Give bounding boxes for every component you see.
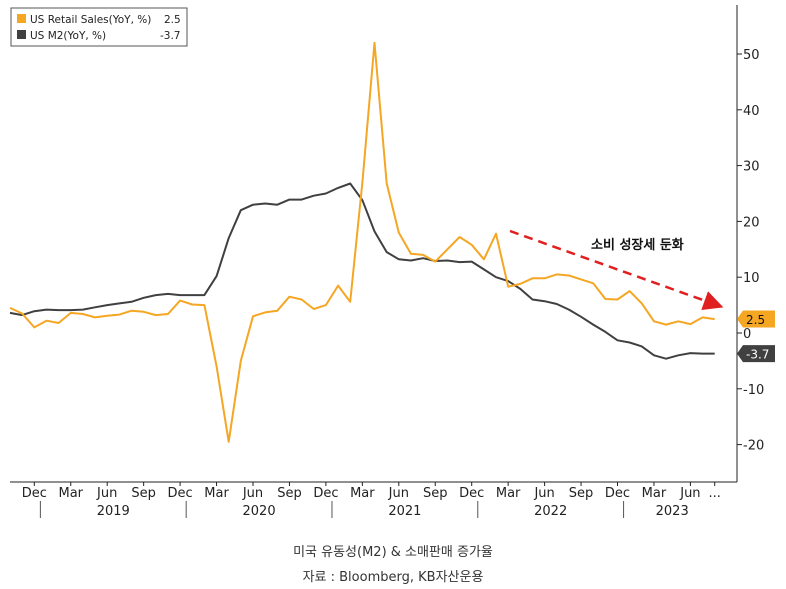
- x-tick-label: Sep: [423, 486, 448, 501]
- caption-title: 미국 유동성(M2) & 소매판매 증가율: [293, 545, 493, 560]
- year-label: 2022: [534, 504, 567, 519]
- annotation-label: 소비 성장세 둔화: [591, 237, 684, 253]
- year-label: 2021: [388, 504, 421, 519]
- y-tick-label: 20: [743, 215, 760, 230]
- m2-value-tag: -3.7: [737, 345, 775, 363]
- x-tick-label: Dec: [313, 486, 338, 501]
- y-tick-label: 10: [743, 271, 760, 286]
- year-label: 2019: [97, 504, 130, 519]
- value-tags: 2.5 -3.7: [737, 310, 775, 363]
- x-tick-label: Mar: [496, 486, 521, 501]
- x-tick-label: Sep: [277, 486, 302, 501]
- legend-swatch-retail: [17, 14, 26, 23]
- year-label: 2023: [656, 504, 689, 519]
- x-tick-label: Jun: [679, 486, 700, 501]
- x-tick-label: Jun: [533, 486, 554, 501]
- retail-value-tag-shape: [737, 310, 775, 328]
- m2-line: [9, 182, 715, 360]
- x-tick-label: Jun: [388, 486, 409, 501]
- x-tick-label: Dec: [459, 486, 484, 501]
- x-tick-label: Dec: [22, 486, 47, 501]
- y-tick-label: -10: [743, 383, 764, 398]
- retail-sales-line: [9, 41, 715, 443]
- y-tick-label: -20: [743, 439, 764, 454]
- x-tick-label: Mar: [204, 486, 229, 501]
- x-tick-label: Mar: [58, 486, 83, 501]
- y-tick-label: 0: [743, 327, 751, 342]
- x-tick-label: Sep: [569, 486, 594, 501]
- legend-value-retail: 2.5: [164, 14, 181, 26]
- legend-box: [10, 7, 188, 47]
- retail-value-tag: 2.5: [737, 310, 775, 328]
- legend-swatch-m2: [17, 30, 26, 39]
- legend-value-m2: -3.7: [160, 30, 181, 42]
- y-tick-label: 40: [743, 104, 760, 119]
- y-tick-label: 30: [743, 160, 760, 175]
- retail-value-tag-label: 2.5: [746, 313, 765, 327]
- x-tick-label: ...: [708, 486, 720, 501]
- x-axis: Dec Mar Jun Sep Dec Mar Jun Sep Dec Mar Jun Sep Dec M…: [22, 482, 721, 519]
- m2-value-tag-label: -3.7: [746, 348, 769, 362]
- legend-label-retail: US Retail Sales(YoY, %): [30, 14, 151, 26]
- legend: US Retail Sales(YoY, %) 2.5 US M2(YoY, %…: [10, 7, 188, 47]
- year-label: 2020: [243, 504, 276, 519]
- x-tick-label: Dec: [168, 486, 193, 501]
- x-tick-label: Dec: [605, 486, 630, 501]
- caption-source: 자료 : Bloomberg, KB자산운용: [302, 570, 484, 585]
- x-tick-label: Jun: [96, 486, 117, 501]
- legend-label-m2: US M2(YoY, %): [30, 30, 106, 42]
- series-layer: [9, 41, 715, 443]
- y-tick-label: 50: [743, 48, 760, 63]
- x-tick-label: Mar: [350, 486, 375, 501]
- y-axis: -20 -10 0 10 20 30 40 50: [737, 48, 764, 454]
- x-tick-label: Sep: [131, 486, 156, 501]
- x-tick-label: Mar: [642, 486, 667, 501]
- x-tick-label: Jun: [242, 486, 263, 501]
- m2-value-tag-shape: [737, 345, 775, 363]
- trend-arrow: [509, 229, 724, 311]
